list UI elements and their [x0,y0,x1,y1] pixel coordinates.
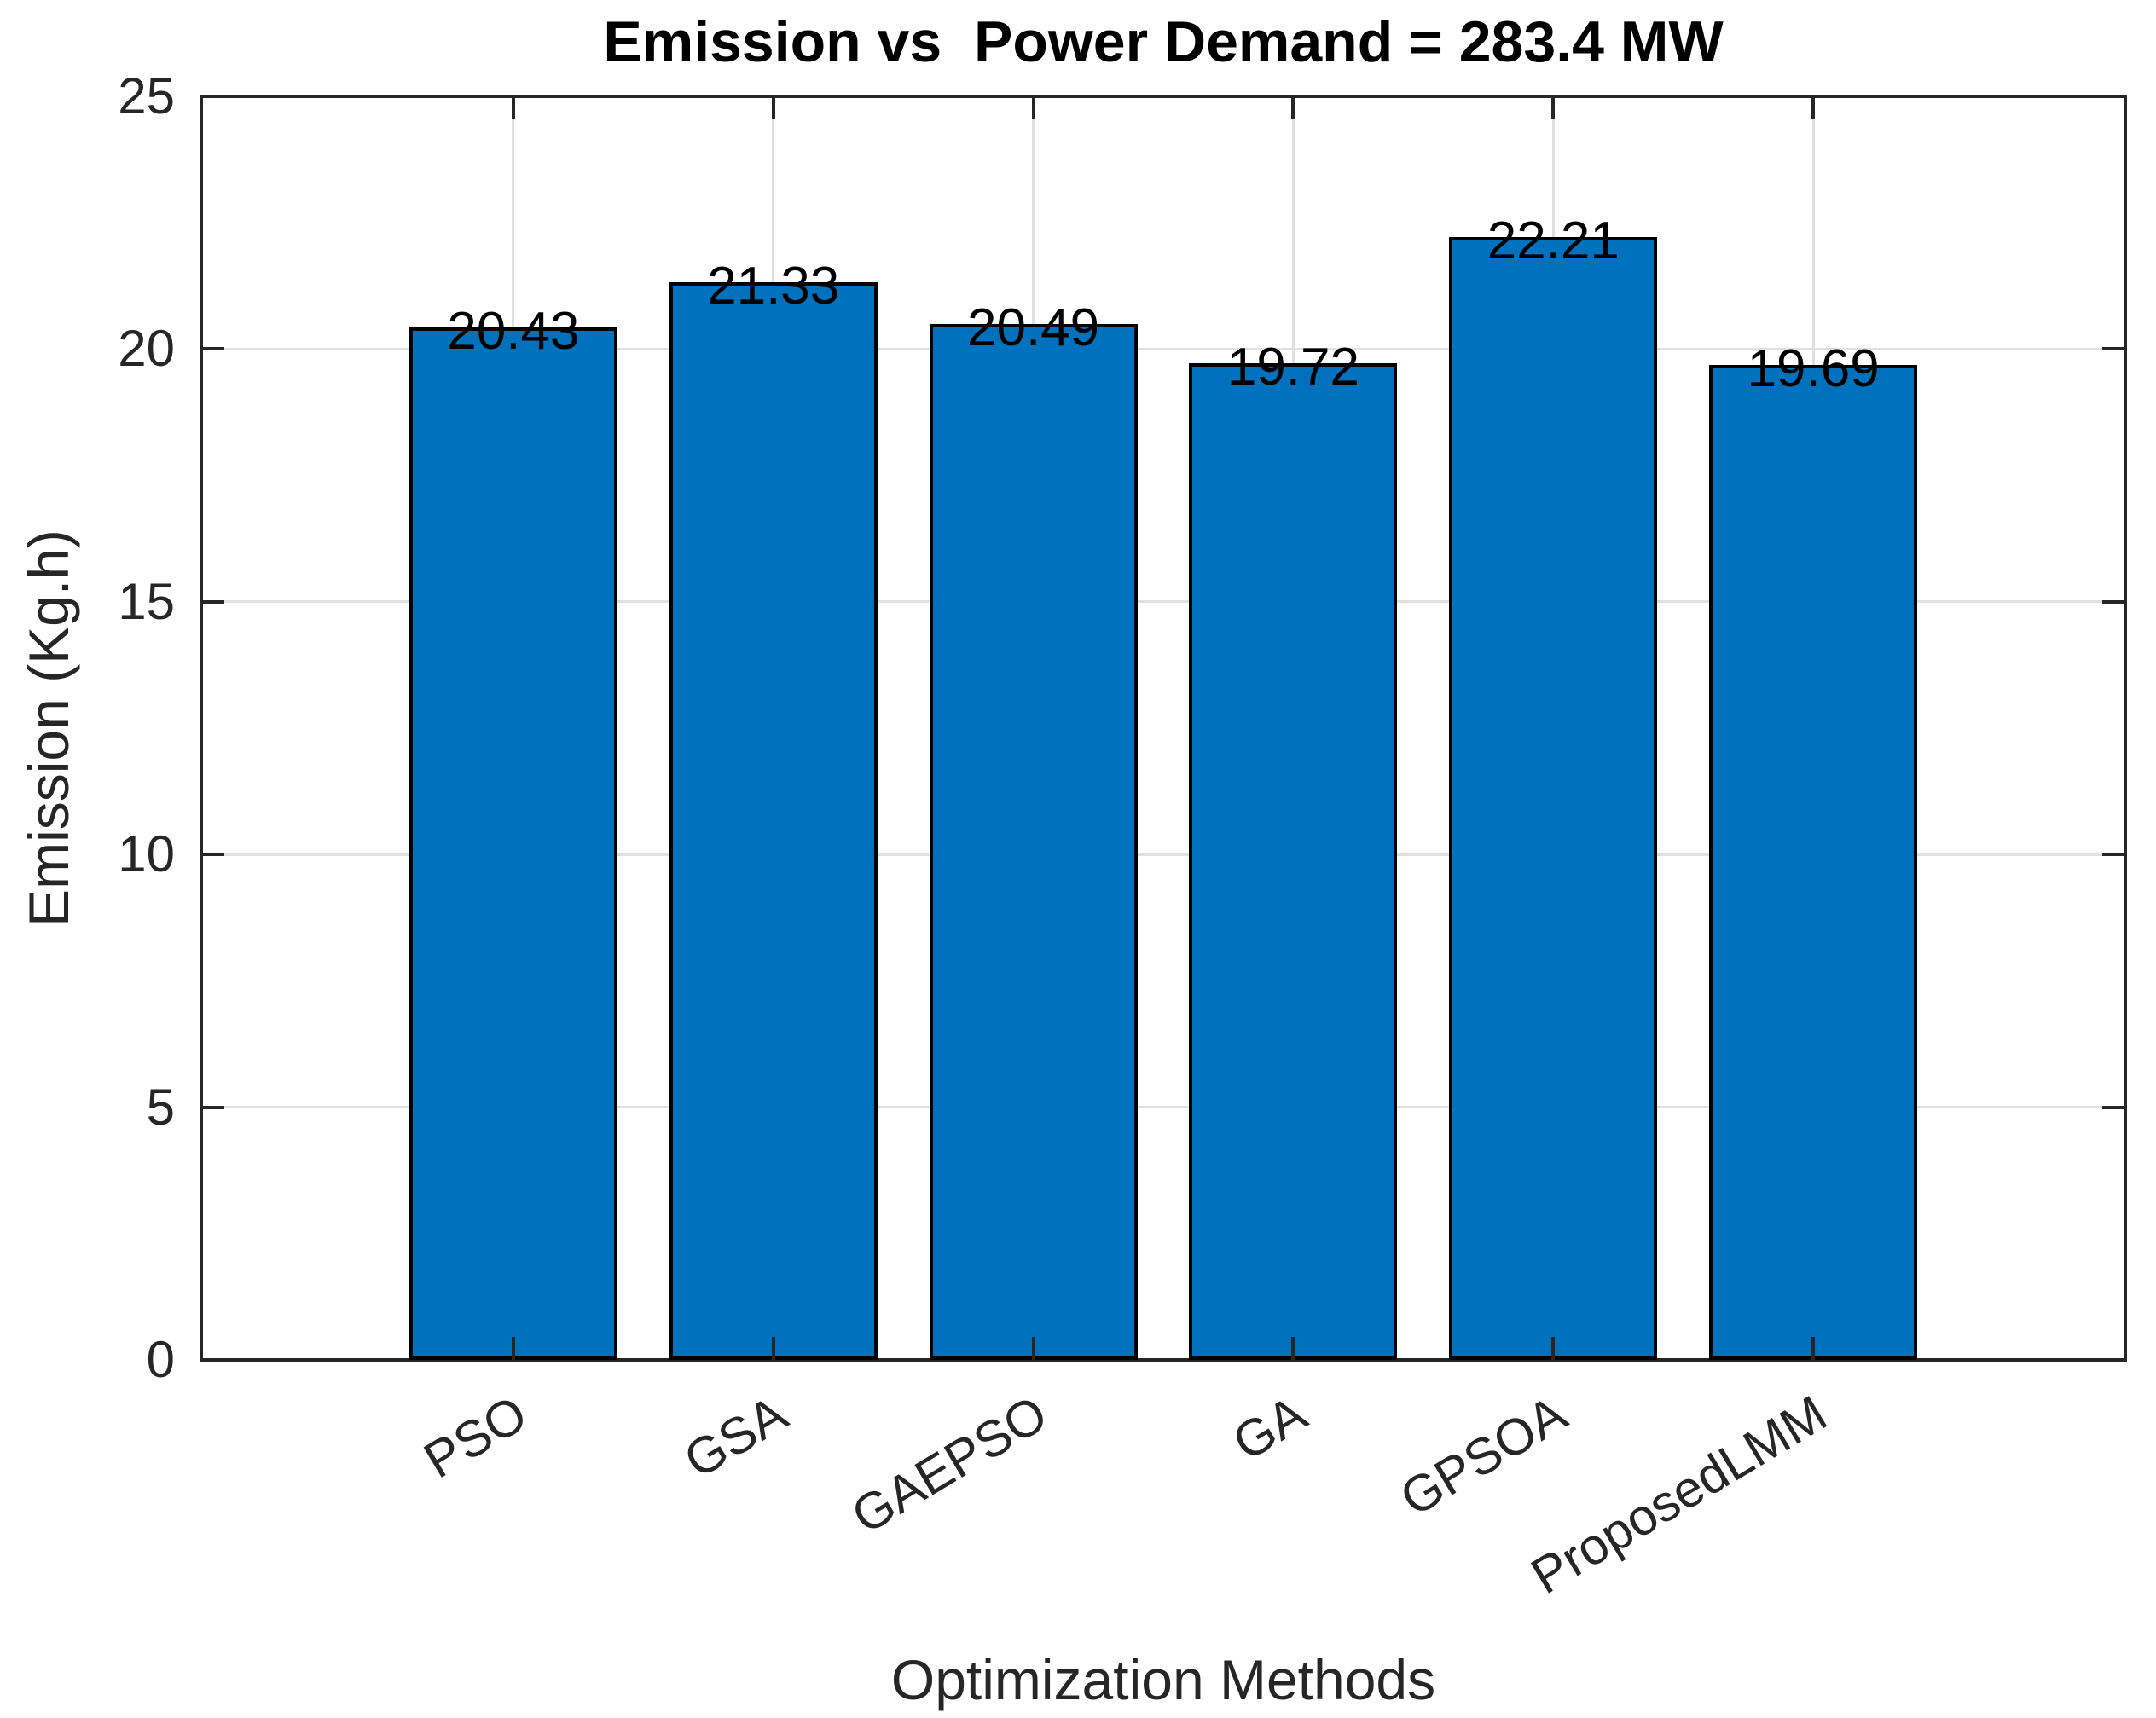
y-tick-mark-left [201,1358,224,1362]
y-tick-label: 20 [118,320,175,378]
y-tick-mark-left [201,95,224,98]
bar-gpsoa [1449,237,1658,1360]
x-tick-mark-top [1551,96,1556,119]
bar-proposedlmm [1709,364,1918,1360]
y-tick-label: 25 [118,67,175,124]
y-tick-mark-right [2102,1358,2125,1362]
bar-value-label: 19.69 [1747,338,1880,398]
y-tick-mark-left [201,853,224,857]
y-tick-mark-right [2102,1105,2125,1109]
bar-value-label: 21.33 [707,256,840,315]
y-tick-label: 10 [118,825,175,883]
bar-value-label: 22.21 [1487,211,1620,271]
gridline-horizontal [201,347,2125,350]
y-tick-label: 0 [146,1331,175,1388]
axes-box [200,95,2127,1362]
gridline-horizontal [201,853,2125,856]
y-tick-mark-right [2102,347,2125,351]
y-tick-mark-left [201,347,224,351]
y-tick-mark-left [201,1105,224,1109]
bar-ga [1189,362,1398,1360]
bar-value-label: 19.72 [1226,337,1359,396]
bar-value-label: 20.43 [447,301,580,361]
x-tick-mark-top [1031,96,1035,119]
y-tick-mark-right [2102,95,2125,98]
x-tick-mark-bottom [1291,1337,1295,1360]
x-tick-mark-bottom [1811,1337,1816,1360]
x-tick-mark-bottom [1551,1337,1556,1360]
x-axis-label: Optimization Methods [890,1648,1436,1711]
y-axis-label: Emission (Kg.h) [17,529,80,927]
gridline-horizontal [201,1106,2125,1109]
x-tick-mark-top [1291,96,1295,119]
x-tick-mark-top [1811,96,1816,119]
chart-title: Emission vs Power Demand = 283.4 MW [603,9,1724,74]
bar-pso [409,327,617,1360]
gridline-horizontal [201,600,2125,604]
x-tick-mark-top [771,96,775,119]
x-tick-mark-bottom [1031,1337,1035,1360]
y-tick-label: 5 [146,1078,175,1136]
y-tick-label: 15 [118,572,175,630]
y-tick-mark-left [201,599,224,604]
x-tick-mark-bottom [771,1337,775,1360]
bar-value-label: 20.49 [966,298,1100,358]
bar-gsa [669,281,878,1360]
x-tick-mark-bottom [511,1337,515,1360]
bar-gaepso [929,324,1138,1360]
y-tick-mark-right [2102,599,2125,604]
y-tick-mark-right [2102,853,2125,857]
x-tick-mark-top [511,96,515,119]
